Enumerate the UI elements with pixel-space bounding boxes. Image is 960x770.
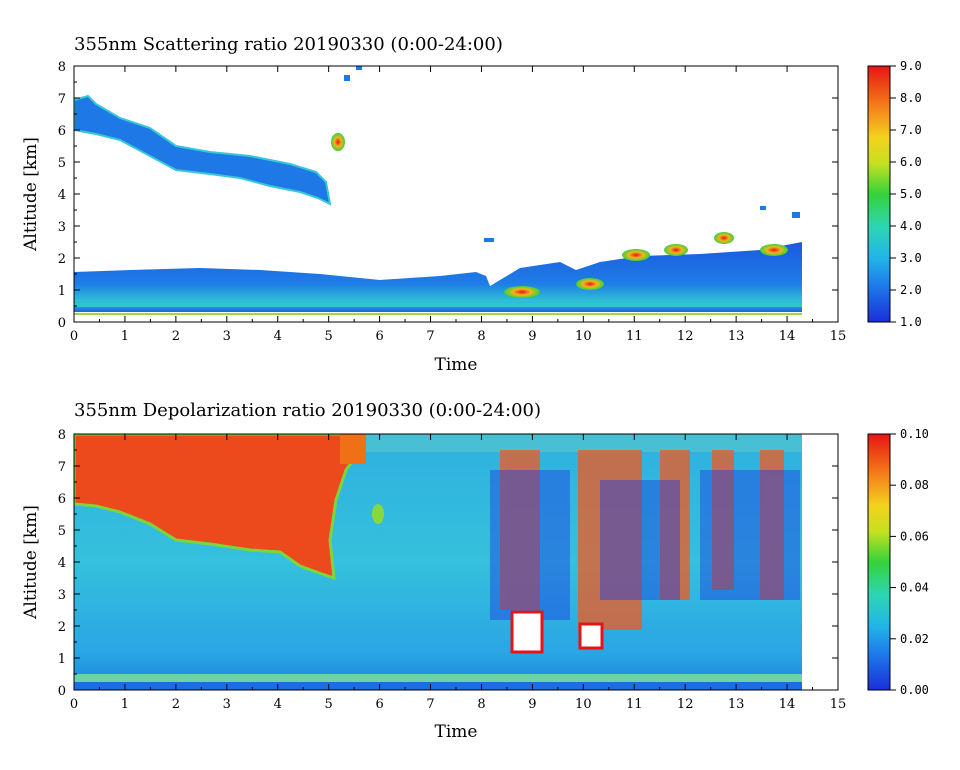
y-axis-label: Altitude [km] bbox=[21, 505, 41, 620]
y-tick-label: 5 bbox=[58, 156, 66, 171]
colorbar-tick-label: 3.0 bbox=[900, 251, 922, 265]
y-tick-label: 2 bbox=[58, 252, 66, 267]
x-tick-label: 9 bbox=[528, 329, 536, 344]
x-tick-label: 1 bbox=[121, 329, 129, 344]
x-tick-label: 7 bbox=[426, 329, 434, 344]
x-tick-label: 3 bbox=[223, 329, 231, 344]
x-tick-label: 14 bbox=[779, 697, 796, 712]
chart-title: 355nm Scattering ratio 20190330 (0:00-24… bbox=[74, 34, 503, 55]
x-tick-label: 5 bbox=[325, 697, 333, 712]
colorbar-tick-label: 0.08 bbox=[900, 478, 929, 492]
x-tick-label: 1 bbox=[121, 697, 129, 712]
colorbar-tick-label: 8.0 bbox=[900, 91, 922, 105]
colorbar-tick-label: 4.0 bbox=[900, 219, 922, 233]
colorbar-tick-label: 0.06 bbox=[900, 529, 929, 543]
y-tick-label: 8 bbox=[58, 428, 66, 443]
colorbar-tick-label: 6.0 bbox=[900, 155, 922, 169]
depolarization-ratio-panel: 355nm Depolarization ratio 20190330 (0:0… bbox=[21, 400, 929, 742]
x-tick-label: 7 bbox=[426, 697, 434, 712]
y-axis-label: Altitude [km] bbox=[21, 137, 41, 252]
x-tick-label: 11 bbox=[626, 697, 643, 712]
x-tick-label: 10 bbox=[575, 329, 592, 344]
y-tick-label: 0 bbox=[58, 316, 66, 331]
noise-columns bbox=[500, 450, 784, 630]
x-tick-label: 15 bbox=[830, 697, 847, 712]
x-tick-label: 8 bbox=[477, 329, 485, 344]
colorbar bbox=[867, 65, 891, 323]
y-tick-label: 8 bbox=[58, 60, 66, 75]
y-tick-label: 7 bbox=[58, 92, 66, 107]
x-tick-label: 12 bbox=[677, 329, 694, 344]
y-tick-label: 1 bbox=[58, 652, 66, 667]
x-tick-label: 3 bbox=[223, 697, 231, 712]
colorbar-tick-label: 2.0 bbox=[900, 283, 922, 297]
boundary-layer-band bbox=[74, 242, 802, 312]
y-tick-label: 4 bbox=[58, 188, 66, 203]
x-tick-label: 2 bbox=[172, 697, 180, 712]
colorbar-tick-label: 0.00 bbox=[900, 683, 929, 697]
x-tick-label: 9 bbox=[528, 697, 536, 712]
colorbar-tick-label: 0.10 bbox=[900, 427, 929, 441]
x-tick-label: 13 bbox=[728, 697, 745, 712]
y-tick-label: 3 bbox=[58, 588, 66, 603]
chart-title: 355nm Depolarization ratio 20190330 (0:0… bbox=[74, 400, 541, 421]
x-tick-label: 6 bbox=[375, 697, 383, 712]
colorbar bbox=[867, 433, 891, 691]
y-tick-label: 6 bbox=[58, 124, 66, 139]
y-tick-label: 6 bbox=[58, 492, 66, 507]
depolarization-heatmap bbox=[74, 434, 838, 690]
upper-cloud-band bbox=[74, 94, 332, 206]
x-tick-label: 13 bbox=[728, 329, 745, 344]
x-tick-label: 0 bbox=[70, 697, 78, 712]
x-tick-label: 6 bbox=[375, 329, 383, 344]
x-tick-label: 0 bbox=[70, 329, 78, 344]
y-tick-label: 5 bbox=[58, 524, 66, 539]
x-tick-label: 11 bbox=[626, 329, 643, 344]
y-tick-label: 1 bbox=[58, 284, 66, 299]
colorbar-tick-label: 9.0 bbox=[900, 59, 922, 73]
colorbar-tick-label: 1.0 bbox=[900, 315, 922, 329]
x-tick-label: 12 bbox=[677, 697, 694, 712]
y-tick-label: 7 bbox=[58, 460, 66, 475]
y-tick-label: 2 bbox=[58, 620, 66, 635]
x-tick-label: 4 bbox=[274, 697, 282, 712]
x-tick-label: 15 bbox=[830, 329, 847, 344]
y-tick-label: 4 bbox=[58, 556, 66, 571]
colorbar-tick-label: 7.0 bbox=[900, 123, 922, 137]
x-tick-label: 8 bbox=[477, 697, 485, 712]
scattering-ratio-panel: 355nm Scattering ratio 20190330 (0:00-24… bbox=[21, 34, 922, 375]
x-tick-label: 5 bbox=[325, 329, 333, 344]
x-axis-label: Time bbox=[435, 355, 478, 375]
colorbar-tick-label: 0.04 bbox=[900, 581, 929, 595]
colorbar-tick-label: 0.02 bbox=[900, 632, 929, 646]
x-tick-label: 10 bbox=[575, 697, 592, 712]
x-axis-label: Time bbox=[435, 722, 478, 742]
x-tick-label: 14 bbox=[779, 329, 796, 344]
y-tick-label: 3 bbox=[58, 220, 66, 235]
x-tick-label: 2 bbox=[172, 329, 180, 344]
y-tick-label: 0 bbox=[58, 684, 66, 699]
colorbar-tick-label: 5.0 bbox=[900, 187, 922, 201]
scattering-heatmap bbox=[74, 66, 838, 322]
x-tick-label: 4 bbox=[274, 329, 282, 344]
